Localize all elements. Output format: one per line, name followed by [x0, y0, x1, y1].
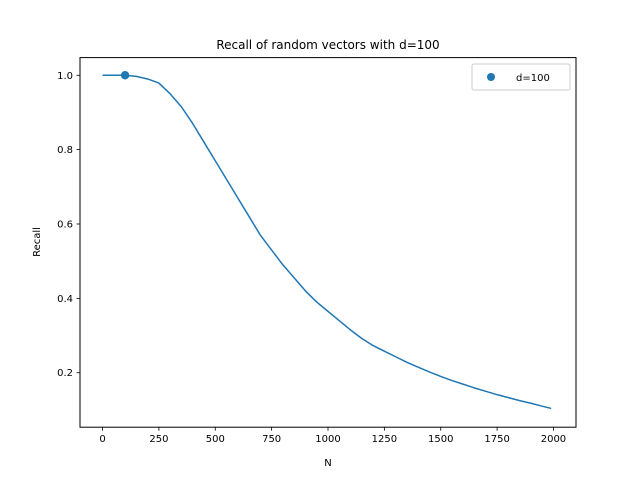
- x-tick-label: 0: [99, 434, 105, 445]
- x-tick-label: 750: [262, 434, 281, 445]
- legend-marker: [487, 73, 495, 81]
- x-tick-label: 1000: [315, 434, 340, 445]
- y-tick-label: 0.8: [57, 145, 73, 156]
- plot-area: [79, 57, 577, 428]
- x-tick-label: 2000: [541, 434, 566, 445]
- legend-label: d=100: [516, 73, 550, 84]
- recall-curve: [102, 74, 552, 410]
- legend: d=100: [471, 63, 571, 91]
- x-axis-title: N: [324, 458, 331, 469]
- y-axis-title: Recall: [32, 227, 43, 257]
- x-tick-label: 1250: [372, 434, 397, 445]
- y-tick-label: 0.2: [57, 368, 73, 379]
- y-tick-label: 0.4: [57, 294, 73, 305]
- x-tick-label: 1500: [428, 434, 453, 445]
- series-layer: [102, 71, 552, 410]
- chart-title: Recall of random vectors with d=100: [216, 38, 439, 52]
- y-tick-label: 0.6: [57, 219, 73, 230]
- x-tick-label: 250: [149, 434, 168, 445]
- x-tick-label: 500: [206, 434, 225, 445]
- y-tick-label: 1.0: [57, 71, 73, 82]
- scatter-point: [120, 71, 130, 80]
- axis-ticks: 0 250 500 750 1000 1250 1500 1750 2000 0.2 0.4 0.6 0…: [57, 71, 566, 445]
- x-tick-label: 1750: [484, 434, 509, 445]
- legend-box: [471, 63, 571, 91]
